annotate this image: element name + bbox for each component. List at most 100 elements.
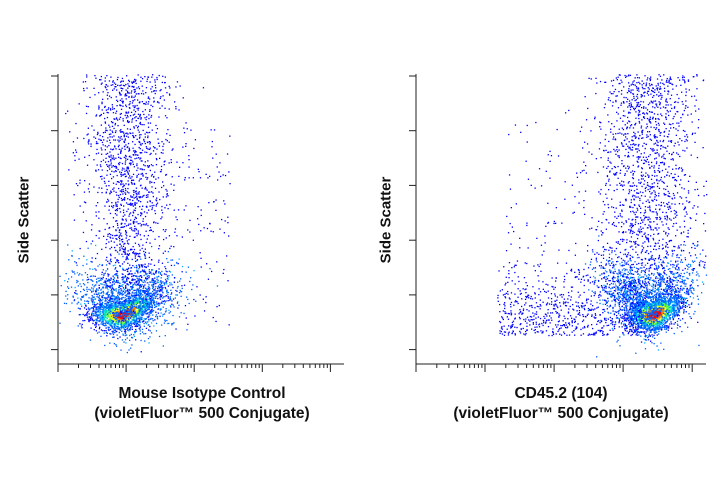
data-point <box>129 199 131 201</box>
data-point <box>93 301 95 303</box>
data-point <box>123 135 125 137</box>
data-point <box>192 284 194 286</box>
data-point <box>133 289 135 292</box>
data-point <box>122 188 124 191</box>
data-point <box>125 132 127 135</box>
data-point <box>108 233 111 235</box>
data-point <box>111 288 113 290</box>
data-point <box>68 278 70 280</box>
data-point <box>133 109 135 111</box>
data-point <box>154 291 157 293</box>
data-point <box>104 182 106 184</box>
data-point <box>150 114 153 117</box>
data-point <box>110 316 112 318</box>
data-point <box>143 194 145 197</box>
data-point <box>160 89 162 91</box>
data-point <box>185 271 187 273</box>
data-point <box>89 317 91 319</box>
data-point <box>664 283 667 285</box>
data-point <box>136 157 138 159</box>
data-point <box>146 306 148 308</box>
data-point <box>154 301 156 304</box>
data-point <box>124 323 126 325</box>
data-point <box>131 179 133 181</box>
data-point <box>202 87 205 89</box>
data-point <box>107 295 109 297</box>
data-point <box>123 173 126 175</box>
data-point <box>135 294 137 296</box>
data-point <box>142 314 144 316</box>
data-point <box>176 235 178 237</box>
data-point <box>97 315 99 317</box>
data-point <box>115 110 118 112</box>
data-point <box>107 296 109 298</box>
data-point <box>88 288 90 291</box>
data-point <box>99 114 102 117</box>
data-point <box>124 139 126 141</box>
data-point <box>145 118 147 121</box>
data-point <box>151 86 153 88</box>
data-point <box>148 275 150 277</box>
data-point <box>113 325 116 328</box>
data-point <box>109 323 111 325</box>
data-point <box>118 286 120 288</box>
data-point <box>131 308 134 311</box>
data-point <box>162 345 164 347</box>
data-point <box>138 255 140 257</box>
data-point <box>102 310 104 312</box>
data-point <box>125 220 127 222</box>
data-point <box>149 180 151 183</box>
data-point <box>123 141 125 143</box>
data-point <box>169 311 172 313</box>
data-point <box>130 92 132 94</box>
data-point <box>97 277 99 279</box>
data-point <box>152 165 154 167</box>
data-point <box>156 278 158 281</box>
data-point <box>131 301 133 303</box>
data-point <box>140 157 142 159</box>
data-point <box>100 289 102 291</box>
data-point <box>90 260 92 263</box>
data-point <box>134 80 137 82</box>
data-point <box>112 188 114 190</box>
data-point <box>124 187 127 190</box>
data-point <box>193 147 195 150</box>
data-point <box>195 300 197 302</box>
data-point <box>162 149 164 151</box>
data-point <box>122 324 124 326</box>
data-point <box>133 334 135 336</box>
data-point <box>123 317 125 320</box>
data-point <box>180 291 182 293</box>
data-point <box>127 136 129 138</box>
data-point <box>148 342 150 344</box>
data-point <box>81 305 83 307</box>
data-point <box>128 239 130 241</box>
data-point <box>156 197 158 199</box>
axes <box>409 74 706 372</box>
data-point <box>115 267 117 269</box>
data-point <box>112 176 115 178</box>
data-point <box>103 313 105 315</box>
data-point <box>164 160 166 162</box>
data-point <box>111 322 113 324</box>
data-point <box>131 291 134 293</box>
data-point <box>124 307 126 309</box>
data-point <box>213 201 215 203</box>
data-point <box>126 306 128 308</box>
data-point <box>82 283 85 285</box>
data-point <box>110 160 112 162</box>
data-point <box>106 129 108 132</box>
data-point <box>124 303 126 306</box>
data-point <box>145 230 147 232</box>
data-point <box>148 209 150 211</box>
data-point <box>160 308 162 311</box>
data-point <box>136 176 138 178</box>
data-point <box>114 306 116 309</box>
data-point <box>154 319 156 321</box>
data-point <box>171 176 173 178</box>
data-point <box>166 277 168 280</box>
data-point <box>95 326 97 328</box>
data-point <box>131 81 133 83</box>
data-point <box>218 304 220 307</box>
data-point <box>104 315 106 317</box>
